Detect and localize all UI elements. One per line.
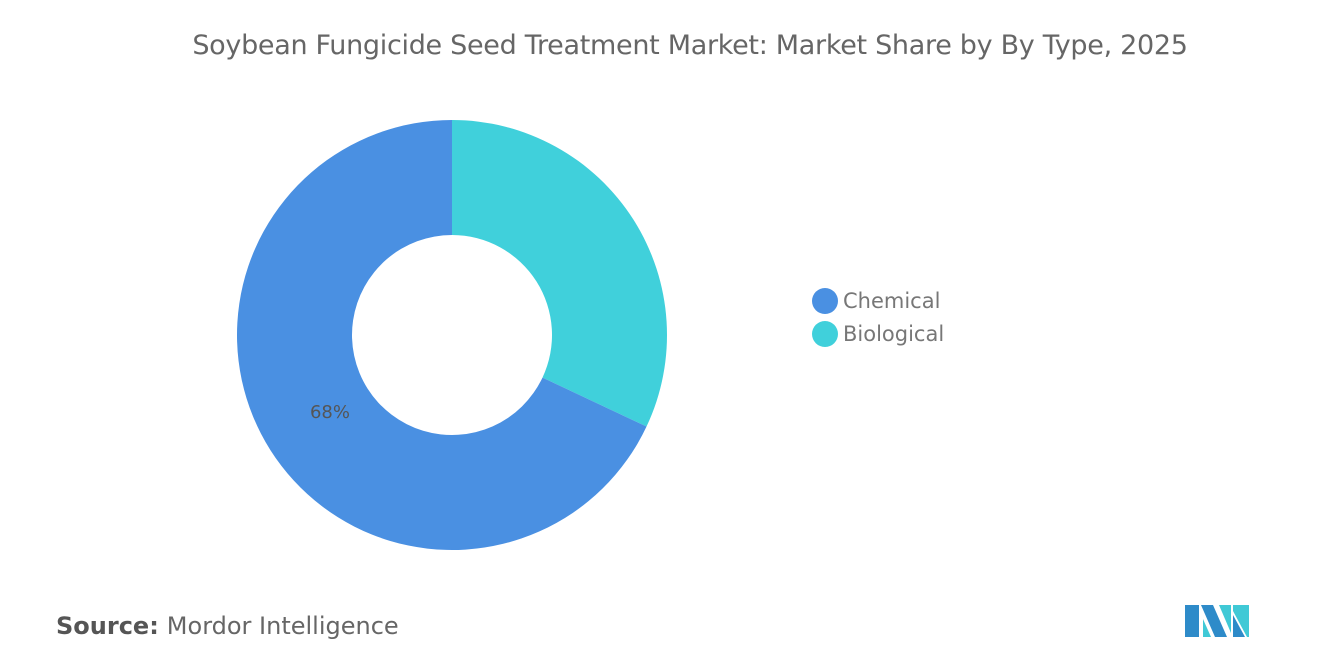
legend-label: Biological <box>843 321 945 346</box>
legend-swatch-biological <box>812 320 838 347</box>
legend-label: Chemical <box>843 288 941 313</box>
legend-swatch-chemical <box>812 287 838 314</box>
slice-chemical <box>237 120 647 550</box>
source-value: Mordor Intelligence <box>166 612 399 640</box>
mordor-logo <box>1185 605 1249 637</box>
source-note: Source: Mordor Intelligence <box>56 612 399 640</box>
legend-item-chemical: Chemical <box>812 284 944 317</box>
legend: Chemical Biological <box>812 284 944 350</box>
slice-biological <box>452 120 667 427</box>
source-label: Source: <box>56 612 159 640</box>
data-label-chemical: 68% <box>310 402 350 423</box>
chart-title: Soybean Fungicide Seed Treatment Market:… <box>192 30 1188 61</box>
legend-item-biological: Biological <box>812 317 944 350</box>
